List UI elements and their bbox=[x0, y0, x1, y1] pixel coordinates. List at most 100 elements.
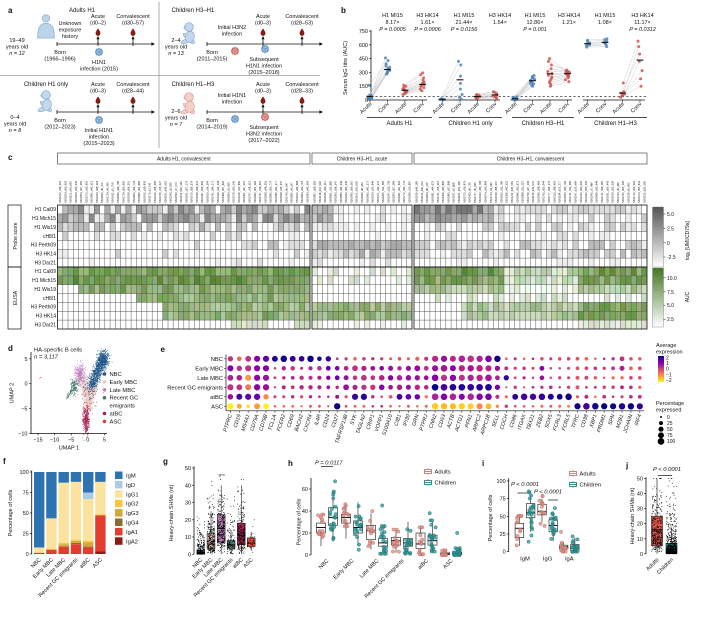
svg-text:N501721_d13_389: N501721_d13_389 bbox=[568, 180, 572, 203]
svg-text:N501814_d50_923: N501814_d50_923 bbox=[63, 180, 67, 203]
svg-text:Acute: Acute bbox=[91, 14, 105, 20]
svg-text:IgG2: IgG2 bbox=[126, 502, 139, 508]
svg-text:Born: Born bbox=[54, 118, 66, 124]
svg-text:N501371_d40_375: N501371_d40_375 bbox=[376, 180, 380, 203]
svg-text:N501888_d11_213: N501888_d11_213 bbox=[521, 181, 525, 203]
svg-text:j: j bbox=[625, 461, 628, 470]
svg-text:Initial H1N1: Initial H1N1 bbox=[85, 128, 113, 134]
svg-text:Children H1–H3: Children H1–H3 bbox=[172, 82, 215, 88]
svg-text:Early MBC: Early MBC bbox=[195, 366, 223, 372]
svg-text:H1 Wis19: H1 Wis19 bbox=[34, 225, 56, 231]
svg-text:Children H3–H1: Children H3–H1 bbox=[522, 121, 565, 127]
svg-text:2–4: 2–4 bbox=[171, 38, 180, 44]
svg-text:Unknown: Unknown bbox=[59, 21, 82, 27]
svg-text:n = 12: n = 12 bbox=[9, 51, 24, 57]
svg-text:H1 Mich15: H1 Mich15 bbox=[32, 216, 56, 222]
svg-text:100: 100 bbox=[20, 470, 29, 476]
svg-text:P < 0.0001: P < 0.0001 bbox=[511, 482, 539, 488]
svg-text:Children H3–H1: Children H3–H1 bbox=[172, 8, 215, 14]
svg-text:N501123_d26_330: N501123_d26_330 bbox=[642, 181, 646, 203]
svg-text:100: 100 bbox=[667, 439, 676, 445]
svg-text:Heavy-chain SHMs (nt): Heavy-chain SHMs (nt) bbox=[169, 484, 175, 541]
svg-text:P < 0.0001: P < 0.0001 bbox=[534, 489, 562, 495]
svg-text:H1 Wis19: H1 Wis19 bbox=[34, 287, 56, 293]
svg-text:Adults H1, convalescent: Adults H1, convalescent bbox=[157, 157, 211, 163]
svg-text:1.08×: 1.08× bbox=[598, 20, 612, 26]
svg-text:N501374_d55_841: N501374_d55_841 bbox=[637, 180, 641, 203]
svg-text:−2: −2 bbox=[666, 378, 672, 384]
svg-text:300: 300 bbox=[359, 70, 368, 76]
svg-text:N501234_d38_518: N501234_d38_518 bbox=[95, 180, 99, 203]
svg-text:N501485_d37_848: N501485_d37_848 bbox=[446, 180, 450, 203]
svg-text:N501882_d30_774: N501882_d30_774 bbox=[269, 180, 273, 203]
svg-text:N501031_d50_442: N501031_d50_442 bbox=[605, 180, 609, 203]
svg-text:Recent GC: Recent GC bbox=[110, 396, 139, 402]
svg-text:N501661_d4_507: N501661_d4_507 bbox=[290, 182, 294, 203]
svg-text:(d28–44): (d28–44) bbox=[122, 89, 144, 95]
svg-text:infection (2015): infection (2015) bbox=[80, 67, 118, 73]
svg-text:25: 25 bbox=[23, 532, 29, 538]
svg-text:Early MBC: Early MBC bbox=[110, 380, 138, 386]
svg-text:H3 Dar21: H3 Dar21 bbox=[35, 322, 57, 328]
svg-text:19–49: 19–49 bbox=[9, 38, 24, 44]
svg-text:Convalescent: Convalescent bbox=[116, 82, 150, 88]
svg-text:g: g bbox=[163, 457, 168, 466]
svg-text:N501844_d8_219: N501844_d8_219 bbox=[425, 182, 429, 203]
svg-text:N501908_d29_642: N501908_d29_642 bbox=[74, 180, 78, 203]
svg-text:Acute: Acute bbox=[91, 82, 105, 88]
svg-text:1.61×: 1.61× bbox=[421, 20, 435, 26]
svg-text:N501919_d22_326: N501919_d22_326 bbox=[611, 180, 615, 203]
svg-text:0: 0 bbox=[86, 438, 89, 444]
svg-text:P = 0.0156: P = 0.0156 bbox=[451, 27, 478, 33]
svg-text:N501828_d46_216: N501828_d46_216 bbox=[263, 180, 267, 203]
svg-text:Recent GC emigrants: Recent GC emigrants bbox=[167, 385, 223, 391]
svg-text:40: 40 bbox=[637, 492, 643, 498]
svg-text:Children: Children bbox=[435, 481, 457, 487]
svg-text:N501021_d27_179: N501021_d27_179 bbox=[184, 180, 188, 203]
svg-text:N501211_d45_581: N501211_d45_581 bbox=[510, 181, 514, 203]
svg-text:N501724_d4_433: N501724_d4_433 bbox=[489, 182, 493, 203]
svg-text:N501594_d27_255: N501594_d27_255 bbox=[79, 180, 83, 203]
svg-text:N501712_d54_404: N501712_d54_404 bbox=[632, 180, 636, 203]
svg-text:N501895_d23_949: N501895_d23_949 bbox=[339, 180, 343, 203]
svg-text:N501243_d3_609: N501243_d3_609 bbox=[169, 182, 173, 203]
svg-text:(d28–53): (d28–53) bbox=[291, 21, 313, 27]
svg-text:P = 0.0312: P = 0.0312 bbox=[629, 27, 656, 33]
svg-text:years old: years old bbox=[6, 45, 28, 51]
svg-text:atBC: atBC bbox=[210, 395, 223, 401]
svg-text:N501187_d58_953: N501187_d58_953 bbox=[163, 181, 167, 203]
svg-text:N501128_d9_992: N501128_d9_992 bbox=[627, 182, 631, 203]
svg-text:N501306_d45_856: N501306_d45_856 bbox=[441, 180, 445, 203]
svg-text:N501590_d7_374: N501590_d7_374 bbox=[174, 182, 178, 203]
svg-text:Percentage: Percentage bbox=[656, 401, 684, 407]
svg-text:Percentage of cells: Percentage of cells bbox=[8, 489, 14, 536]
svg-text:H1 MI15: H1 MI15 bbox=[595, 13, 616, 19]
svg-text:ASC: ASC bbox=[211, 404, 223, 410]
svg-text:H1N1 infection: H1N1 infection bbox=[246, 64, 282, 70]
svg-text:N501312_d38_455: N501312_d38_455 bbox=[552, 180, 556, 203]
svg-text:N501039_d14_438: N501039_d14_438 bbox=[216, 180, 220, 203]
svg-text:1.54×: 1.54× bbox=[493, 20, 507, 26]
svg-text:0: 0 bbox=[26, 552, 29, 558]
svg-text:Convalescent: Convalescent bbox=[285, 14, 319, 20]
svg-text:N501375_d19_879: N501375_d19_879 bbox=[462, 180, 466, 203]
svg-text:N501301_d37_201: N501301_d37_201 bbox=[242, 180, 246, 203]
svg-text:N501419_d29_405: N501419_d29_405 bbox=[579, 180, 583, 203]
svg-text:expression: expression bbox=[656, 350, 683, 356]
svg-text:d: d bbox=[8, 344, 13, 353]
svg-text:N501252_d53_245: N501252_d53_245 bbox=[344, 180, 348, 203]
svg-text:N501802_d44_723: N501802_d44_723 bbox=[132, 180, 136, 203]
svg-text:75: 75 bbox=[667, 433, 673, 439]
svg-text:25: 25 bbox=[500, 532, 506, 538]
svg-text:100: 100 bbox=[497, 479, 506, 485]
svg-text:Children H3–H1, acute: Children H3–H1, acute bbox=[337, 157, 388, 163]
svg-text:N501181_d53_490: N501181_d53_490 bbox=[457, 181, 461, 203]
svg-text:−5: −5 bbox=[68, 438, 74, 444]
svg-text:50: 50 bbox=[500, 514, 506, 520]
svg-text:150: 150 bbox=[359, 84, 368, 90]
svg-text:0: 0 bbox=[503, 550, 506, 556]
svg-text:Born: Born bbox=[206, 50, 218, 56]
svg-text:30: 30 bbox=[637, 507, 643, 513]
svg-text:0: 0 bbox=[24, 382, 27, 388]
svg-text:years old: years old bbox=[165, 116, 187, 122]
